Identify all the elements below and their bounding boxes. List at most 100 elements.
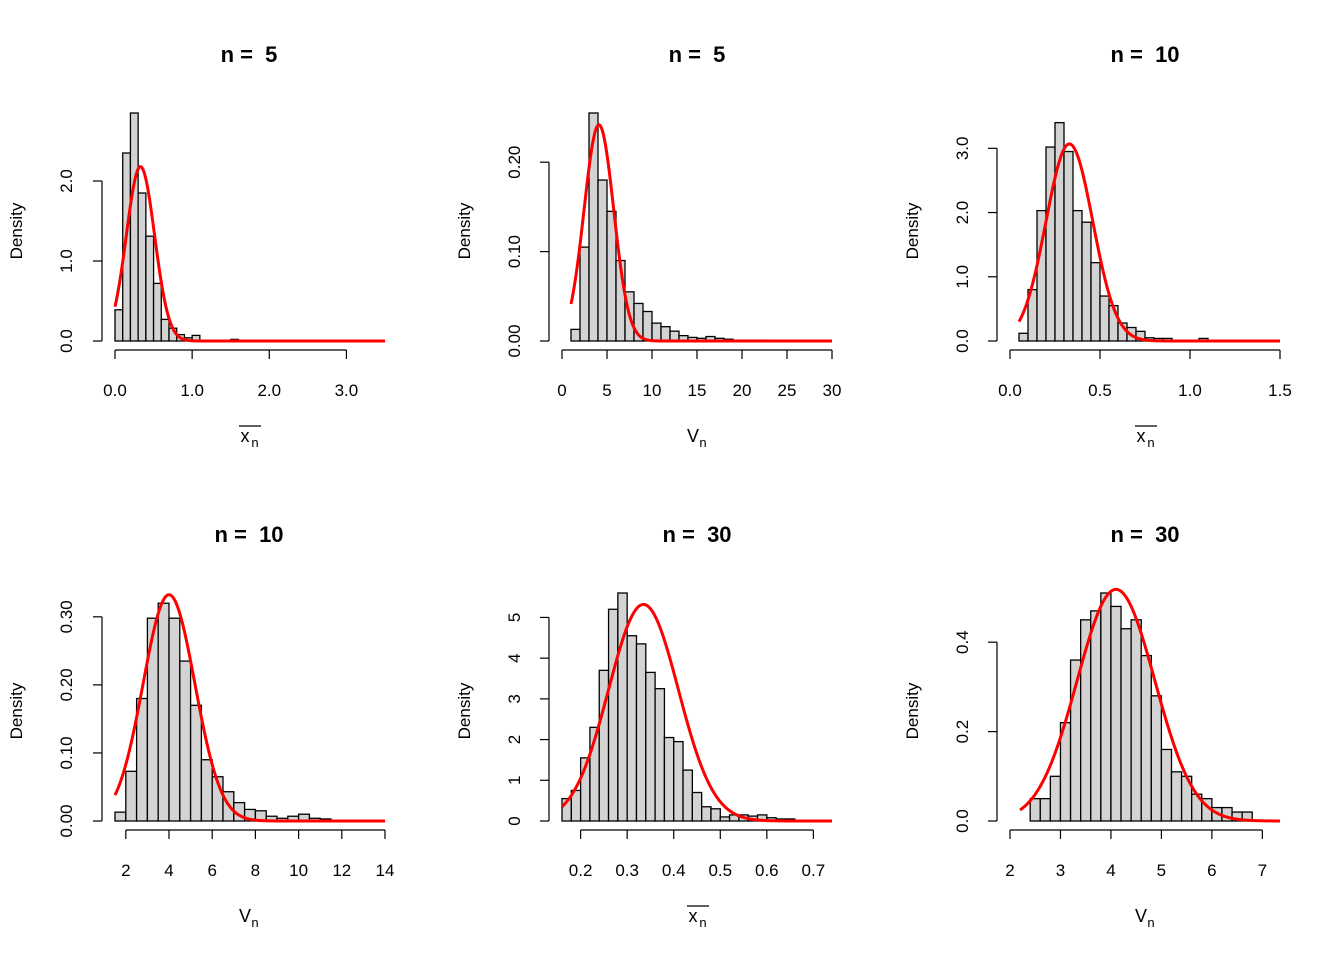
histogram-bar bbox=[1100, 592, 1112, 822]
x-tick-label: 15 bbox=[688, 381, 707, 400]
x-axis-label-sub: n bbox=[699, 915, 706, 930]
histogram-bar bbox=[1120, 628, 1132, 822]
histogram-bar bbox=[654, 688, 666, 822]
y-tick-label: 0.30 bbox=[57, 600, 76, 633]
histogram-bar bbox=[152, 282, 162, 342]
histogram-bar bbox=[1029, 797, 1041, 822]
histogram-bar bbox=[125, 770, 138, 822]
x-axis-label-sub: n bbox=[1147, 915, 1154, 930]
histogram-bar bbox=[682, 769, 693, 822]
y-axis-label: Density bbox=[903, 682, 922, 739]
x-tick-label: 30 bbox=[823, 381, 842, 400]
histogram-bar bbox=[719, 816, 731, 822]
x-tick-label: 0.2 bbox=[569, 861, 593, 880]
x-axis-label-sub: n bbox=[251, 435, 258, 450]
x-tick-label: 5 bbox=[1157, 861, 1166, 880]
y-tick-label: 0.20 bbox=[57, 668, 76, 701]
histogram-bar bbox=[691, 791, 703, 822]
x-tick-label: 20 bbox=[733, 381, 752, 400]
chart-title: n = 10 bbox=[1110, 42, 1179, 67]
y-axis-label: Density bbox=[455, 682, 474, 739]
y-tick-label: 4 bbox=[505, 653, 524, 662]
y-tick-label: 0.00 bbox=[57, 804, 76, 837]
histogram-bar bbox=[701, 806, 712, 822]
y-tick-label: 2 bbox=[505, 735, 524, 744]
x-tick-label: 0.5 bbox=[1088, 381, 1112, 400]
normal-density-curve bbox=[560, 602, 832, 823]
y-axis-label: Density bbox=[903, 202, 922, 259]
x-tick-label: 8 bbox=[251, 861, 260, 880]
histogram-bar bbox=[189, 704, 203, 822]
histogram-bar bbox=[1090, 610, 1102, 822]
x-tick-label: 2 bbox=[1005, 861, 1014, 880]
histogram-bar bbox=[1090, 261, 1101, 342]
histogram-bar bbox=[1110, 605, 1122, 822]
y-tick-label: 3 bbox=[505, 694, 524, 703]
histogram-bar bbox=[1081, 221, 1092, 342]
y-tick-label: 5 bbox=[505, 613, 524, 622]
y-tick-label: 0.2 bbox=[953, 720, 972, 744]
y-tick-label: 1 bbox=[505, 776, 524, 785]
histogram-bar bbox=[157, 602, 170, 822]
x-tick-label: 6 bbox=[207, 861, 216, 880]
y-axis-label: Density bbox=[7, 202, 26, 259]
x-axis-label-base: x bbox=[689, 906, 698, 926]
x-axis: 2 3 4 5 6 7 bbox=[1005, 829, 1267, 880]
histogram-bar bbox=[642, 310, 653, 342]
histogram-bar bbox=[179, 660, 192, 822]
y-tick-label: 1.0 bbox=[57, 249, 76, 273]
x-tick-label: 0.7 bbox=[802, 861, 826, 880]
x-tick-label: 7 bbox=[1258, 861, 1267, 880]
histogram-bar bbox=[673, 740, 684, 822]
y-tick-label: 1.0 bbox=[953, 265, 972, 289]
panel-3: 0.0 0.5 1.0 1.5 0.0 1.0 2.0 3.0 n = 10 Density x n bbox=[903, 42, 1292, 450]
normal-density-curve bbox=[1017, 142, 1280, 343]
y-axis: 0.0 1.0 2.0 bbox=[57, 169, 103, 353]
y-axis: 0.00 0.10 0.20 0.30 bbox=[57, 600, 103, 838]
histogram-bar bbox=[645, 671, 656, 822]
histogram-bar bbox=[1063, 150, 1074, 342]
x-tick-label: 0.0 bbox=[998, 381, 1022, 400]
x-tick-label: 0.3 bbox=[615, 861, 639, 880]
histogram-bar bbox=[570, 328, 581, 342]
chart-title: n = 30 bbox=[1110, 522, 1179, 547]
histogram-bar bbox=[1049, 775, 1062, 822]
x-tick-label: 4 bbox=[1106, 861, 1115, 880]
histogram-bar bbox=[1039, 797, 1052, 822]
histogram-bar bbox=[114, 309, 124, 342]
x-tick-label: 5 bbox=[602, 381, 611, 400]
normal-density-curve bbox=[569, 123, 832, 343]
histogram-bars bbox=[114, 602, 332, 822]
histogram-bars bbox=[1029, 592, 1253, 822]
histogram-bar bbox=[588, 112, 599, 342]
y-tick-label: 0 bbox=[505, 816, 524, 825]
x-tick-label: 3 bbox=[1056, 861, 1065, 880]
y-axis-label: Density bbox=[455, 202, 474, 259]
y-axis: 0.0 1.0 2.0 3.0 bbox=[953, 137, 998, 353]
chart-title: n = 5 bbox=[221, 42, 278, 67]
x-tick-label: 0 bbox=[557, 381, 566, 400]
y-tick-label: 2.0 bbox=[953, 201, 972, 225]
chart-title: n = 10 bbox=[214, 522, 283, 547]
panel-6: 2 3 4 5 6 7 0.0 0.2 0.4 n = 30 Density V n bbox=[903, 522, 1281, 930]
histogram-bar bbox=[663, 736, 675, 822]
histogram-bar bbox=[1130, 619, 1142, 822]
x-tick-label: 1.0 bbox=[1178, 381, 1202, 400]
x-axis-label-sub: n bbox=[699, 435, 706, 450]
x-axis-label-base: V bbox=[239, 906, 251, 926]
histogram-bar bbox=[1150, 695, 1163, 822]
x-tick-label: 3.0 bbox=[335, 381, 359, 400]
x-tick-label: 25 bbox=[778, 381, 797, 400]
histogram-bar bbox=[1160, 748, 1173, 822]
y-axis-label: Density bbox=[7, 682, 26, 739]
y-axis: 0.00 0.10 0.20 bbox=[505, 146, 550, 358]
x-axis-label-base: V bbox=[1135, 906, 1147, 926]
histogram-bar bbox=[651, 322, 662, 342]
y-tick-label: 0.4 bbox=[953, 630, 972, 654]
histogram-bar bbox=[1170, 771, 1183, 822]
